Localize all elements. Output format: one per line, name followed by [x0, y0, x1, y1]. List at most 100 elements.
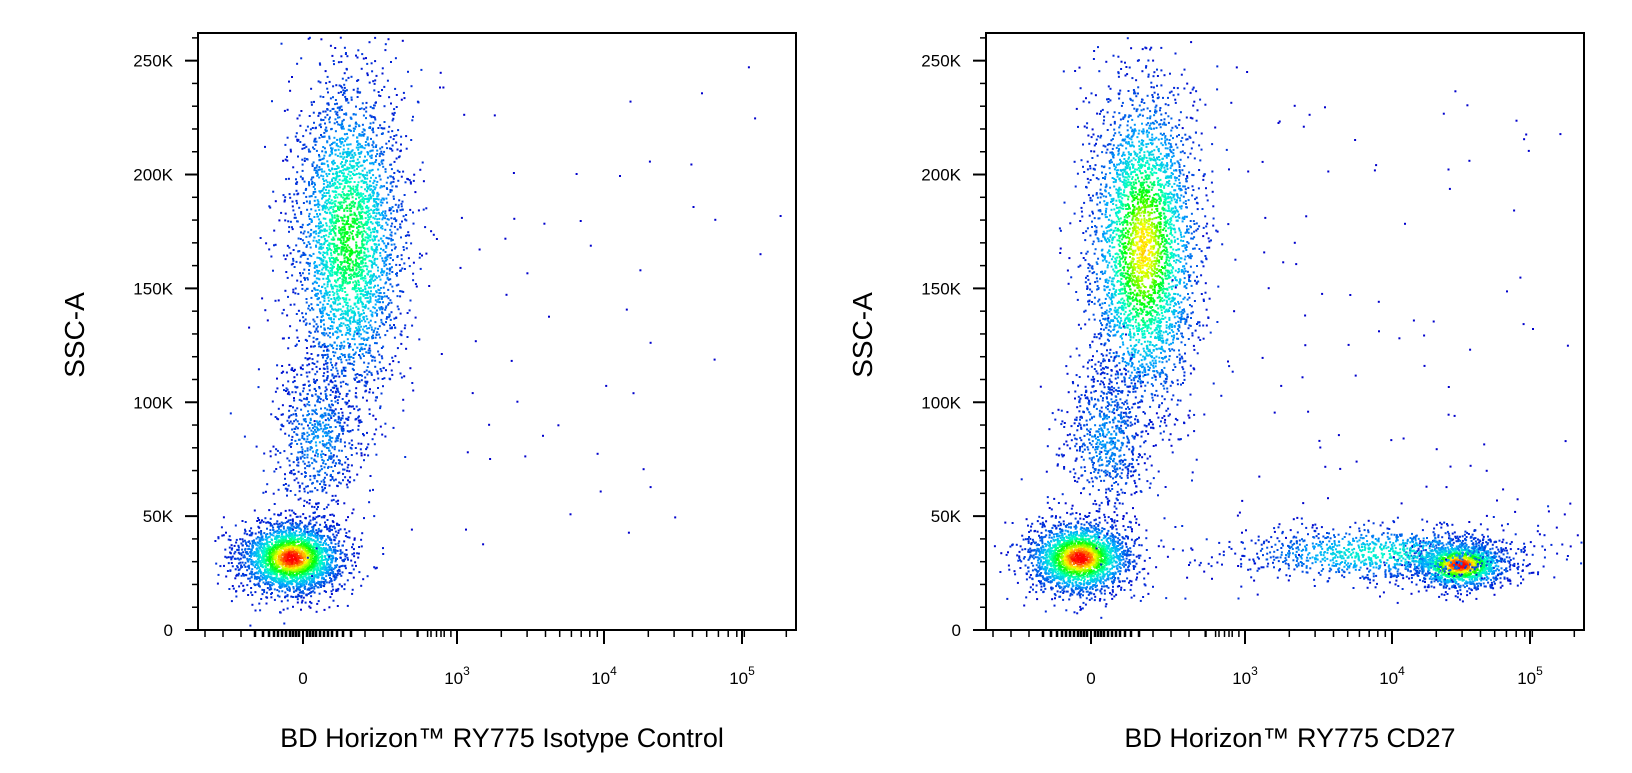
scatter-point: [350, 193, 353, 196]
scatter-point: [367, 301, 370, 304]
scatter-point: [341, 571, 344, 574]
scatter-point: [370, 149, 373, 152]
scatter-point: [308, 304, 310, 307]
scatter-point: [270, 584, 273, 587]
scatter-point: [265, 554, 268, 557]
scatter-point: [377, 224, 379, 227]
scatter-point: [323, 327, 326, 330]
scatter-point: [331, 220, 334, 223]
scatter-point: [332, 347, 335, 350]
scatter-point: [259, 570, 262, 572]
scatter-point: [278, 570, 281, 573]
scatter-point: [303, 147, 306, 150]
scatter-point: [315, 171, 318, 174]
scatter-point: [322, 349, 325, 352]
scatter-point: [319, 567, 322, 570]
scatter-point: [364, 381, 367, 384]
scatter-point: [314, 288, 317, 291]
scatter-point: [275, 541, 277, 544]
scatter-point: [359, 192, 362, 195]
scatter-point: [313, 345, 316, 348]
scatter-point: [331, 54, 334, 57]
scatter-point: [351, 196, 354, 199]
scatter-point: [291, 576, 294, 579]
scatter-point: [355, 121, 357, 124]
scatter-point: [373, 199, 376, 202]
scatter-point: [263, 545, 266, 547]
scatter-point: [356, 219, 359, 221]
scatter-point: [309, 233, 312, 235]
scatter-point: [364, 262, 367, 265]
scatter-point: [377, 294, 380, 297]
scatter-point: [363, 180, 366, 183]
scatter-point: [271, 556, 274, 559]
scatter-point: [276, 532, 279, 535]
scatter-point: [329, 97, 332, 100]
scatter-point: [285, 534, 288, 537]
scatter-point: [321, 312, 324, 315]
scatter-point: [425, 207, 428, 210]
scatter-point: [339, 140, 342, 143]
scatter-point: [322, 119, 325, 121]
scatter-point: [328, 546, 331, 549]
scatter-point: [413, 173, 416, 176]
scatter-point: [246, 584, 249, 587]
scatter-point: [286, 561, 289, 563]
scatter-point: [379, 178, 382, 181]
scatter-point: [348, 530, 351, 533]
scatter-point: [352, 576, 355, 579]
scatter-point: [336, 196, 339, 199]
scatter-point: [285, 560, 288, 563]
scatter-point: [350, 187, 353, 190]
scatter-point: [302, 232, 305, 235]
scatter-point: [317, 202, 320, 205]
scatter-point: [284, 258, 287, 261]
scatter-point: [322, 246, 325, 249]
scatter-point: [375, 212, 378, 215]
scatter-point: [296, 373, 299, 376]
scatter-point: [359, 246, 362, 249]
scatter-point: [342, 201, 345, 204]
scatter-point: [365, 220, 368, 223]
scatter-point: [258, 553, 261, 556]
scatter-point: [343, 340, 346, 343]
scatter-point: [326, 553, 329, 556]
scatter-point: [306, 555, 308, 558]
scatter-point: [237, 548, 240, 551]
scatter-point: [364, 305, 367, 308]
scatter-point: [374, 60, 377, 63]
scatter-point: [308, 515, 311, 518]
scatter-point: [374, 228, 376, 231]
scatter-point: [293, 303, 296, 306]
scatter-point: [328, 563, 331, 566]
scatter-point: [321, 158, 324, 161]
scatter-point: [373, 82, 376, 85]
scatter-point: [321, 576, 324, 579]
scatter-point: [331, 265, 334, 267]
scatter-point: [259, 555, 262, 558]
scatter-point: [350, 559, 353, 562]
scatter-point: [391, 356, 394, 359]
scatter-point: [384, 259, 387, 262]
scatter-point: [283, 109, 286, 112]
scatter-point: [275, 539, 278, 542]
scatter-point: [373, 566, 376, 569]
scatter-point: [305, 578, 308, 581]
scatter-point: [360, 325, 363, 328]
scatter-point: [334, 550, 337, 553]
scatter-point: [320, 222, 322, 225]
scatter-point: [327, 199, 330, 202]
scatter-point: [337, 542, 340, 545]
scatter-point: [318, 269, 321, 272]
scatter-point: [255, 552, 258, 555]
scatter-point: [314, 575, 317, 578]
scatter-point: [258, 546, 261, 549]
scatter-point: [289, 252, 292, 255]
scatter-point: [259, 237, 262, 239]
scatter-point: [391, 222, 394, 225]
scatter-point: [358, 252, 361, 255]
scatter-point: [390, 243, 393, 246]
scatter-point: [316, 535, 319, 538]
scatter-point: [319, 581, 322, 584]
scatter-point: [333, 284, 336, 287]
